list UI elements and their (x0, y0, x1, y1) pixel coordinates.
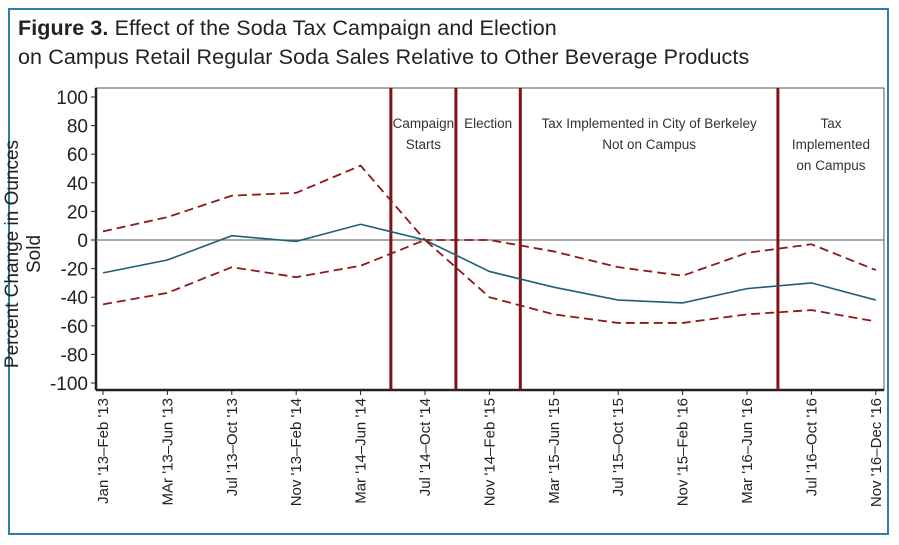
x-tick-label: Nov '14–Feb '15 (481, 398, 498, 506)
series-line-estimate (102, 223, 877, 304)
y-tick-label: 20 (67, 202, 88, 223)
y-tick-label: -40 (61, 288, 88, 309)
x-tick-label: Nov '16–Dec '16 (868, 398, 885, 507)
title-text-1: Effect of the Soda Tax Campaign and Elec… (108, 16, 557, 40)
y-tick-label: -100 (50, 374, 88, 395)
x-tick-label: Mar '16–Jun '16 (739, 398, 756, 504)
y-tick-label: 0 (77, 231, 88, 252)
x-tick-label: Jul '14–Oct '14 (417, 398, 434, 496)
y-tick-label: 60 (67, 145, 88, 166)
x-tick-label: Mar '14–Jun '14 (353, 398, 370, 504)
x-tick-label: Nov '13–Feb '14 (288, 398, 305, 506)
series-line-upper-bound (102, 164, 877, 277)
event-label: Starts (406, 137, 442, 152)
figure-frame (8, 8, 889, 535)
plot-border (95, 87, 885, 391)
y-tick-label: 100 (56, 88, 88, 109)
x-tick-label: MAr '13–Jun '13 (159, 398, 176, 505)
event-label: Campaign (393, 116, 455, 131)
y-tick-label: -60 (61, 317, 88, 338)
event-label: Election (464, 116, 512, 131)
event-label: Not on Campus (602, 137, 696, 152)
chart-title: Figure 3. Effect of the Soda Tax Campaig… (18, 14, 749, 72)
y-tick-label: -80 (61, 345, 88, 366)
series-line-lower-bound (102, 238, 876, 324)
x-tick-label: Nov '15–Feb '16 (675, 398, 692, 506)
x-tick-label: Mar '15–Jun '15 (546, 398, 563, 504)
y-tick-label: 40 (67, 174, 88, 195)
event-label: Tax Implemented in City of Berkeley (541, 116, 757, 131)
y-tick-label: -20 (61, 260, 88, 281)
title-line-1: Figure 3. Effect of the Soda Tax Campaig… (18, 14, 749, 43)
x-tick-label: Jan '13–Feb '13 (95, 398, 112, 504)
event-label: on Campus (796, 158, 865, 173)
event-label: Implemented (792, 137, 870, 152)
event-label: Tax (820, 116, 841, 131)
figure-number: Figure 3. (18, 16, 109, 40)
x-tick-label: Jul '13–Oct '13 (224, 398, 241, 496)
y-tick-label: 80 (67, 117, 88, 138)
x-tick-label: Jul '15–Oct '15 (610, 398, 627, 496)
x-tick-label: Jul '16–Oct '16 (803, 398, 820, 496)
title-line-2: on Campus Retail Regular Soda Sales Rela… (18, 45, 750, 69)
